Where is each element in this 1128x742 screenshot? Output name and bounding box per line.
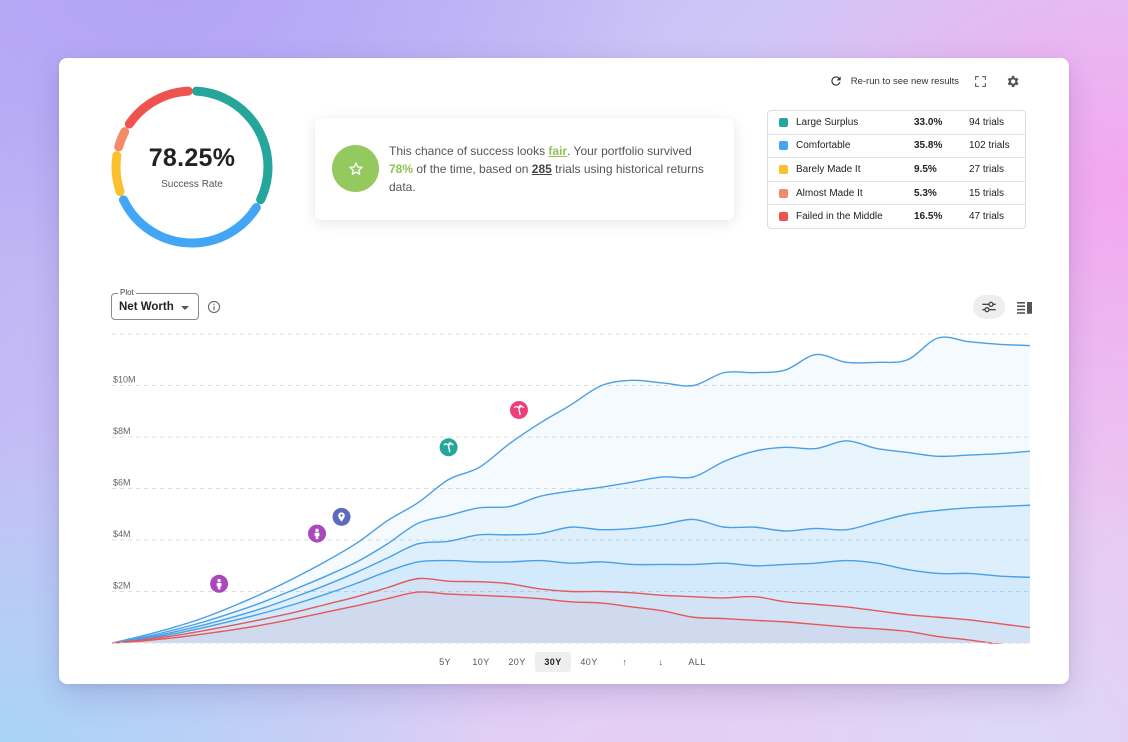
y-tick-label: $10M — [113, 375, 136, 385]
trials-count-link[interactable]: 285 — [531, 162, 552, 176]
net-worth-chart: $2M $4M $6M $8M $10M — [112, 333, 1030, 644]
y-tick-label: $2M — [113, 581, 131, 591]
outcome-row[interactable]: Almost Made It 5.3% 15 trials — [768, 182, 1025, 206]
milestone-marker[interactable] — [509, 400, 528, 419]
donut-center: 78.25% Success Rate — [109, 84, 275, 250]
series-area — [112, 591, 1030, 644]
plot-select-value: Net Worth — [119, 301, 174, 313]
gear-icon — [1007, 75, 1018, 87]
series-area — [112, 578, 1030, 643]
success-donut — [111, 86, 273, 248]
rerun-label: Re-run to see new results — [850, 75, 959, 87]
outcome-swatch — [779, 164, 788, 174]
outcome-trials: 15 trials — [969, 187, 1005, 199]
toolbar: Re-run to see new results — [829, 70, 1023, 92]
palm-tree-icon — [443, 442, 454, 453]
outcome-swatch — [779, 212, 788, 222]
y-tick-label: $4M — [113, 529, 131, 539]
outcome-swatch — [779, 188, 788, 198]
range-20y-button[interactable]: 20Y — [508, 657, 526, 667]
summary-text: This chance of success looks fair. Your … — [389, 142, 709, 196]
outcome-name: Large Surplus — [796, 116, 859, 128]
range-40y-button[interactable]: 40Y — [580, 657, 598, 667]
milestone-marker[interactable] — [332, 507, 351, 526]
success-rate-label: Success Rate — [161, 179, 223, 190]
series-line — [112, 336, 1030, 644]
star-icon — [348, 161, 363, 175]
outcome-swatch — [779, 141, 788, 151]
milestone-marker[interactable] — [439, 438, 458, 457]
range-all-button[interactable]: ALL — [688, 657, 706, 667]
outcome-percent: 33.0% — [914, 116, 943, 128]
series-line — [112, 577, 1030, 644]
outcome-trials: 102 trials — [969, 140, 1010, 152]
outcome-percent: 5.3% — [914, 187, 937, 199]
survival-percent: 78% — [389, 162, 414, 176]
donut-segment — [111, 86, 273, 248]
person-icon — [314, 528, 320, 540]
summary-suffix: trials using historical returns data. — [389, 162, 704, 194]
outcome-table: Large Surplus 33.0% 94 trials Comfortabl… — [767, 110, 1026, 229]
success-rating-link[interactable]: fair — [548, 144, 568, 158]
milestone-marker[interactable] — [210, 574, 229, 593]
y-tick-label: $8M — [113, 426, 131, 436]
summary-prefix: This chance of success looks — [389, 144, 549, 158]
fullscreen-icon — [974, 75, 986, 87]
table-view-icon — [1016, 301, 1032, 314]
summary-middle2: of the time, based on — [413, 162, 532, 176]
outcome-row[interactable]: Large Surplus 33.0% 94 trials — [768, 111, 1025, 135]
sliders-icon — [982, 301, 996, 313]
outcome-trials: 47 trials — [969, 211, 1005, 223]
chevron-down-icon — [181, 306, 189, 310]
rerun-button[interactable]: Re-run to see new results — [829, 74, 959, 88]
range-5y-button[interactable]: 5Y — [439, 657, 451, 667]
series-area — [112, 440, 1030, 643]
range-10y-button[interactable]: 10Y — [472, 657, 490, 667]
settings-button[interactable] — [1001, 70, 1023, 92]
summary-card: This chance of success looks fair. Your … — [315, 118, 734, 220]
outcome-name: Failed in the Middle — [796, 211, 883, 223]
outcome-trials: 27 trials — [969, 163, 1005, 175]
outcome-percent: 35.8% — [914, 140, 943, 152]
person-icon — [216, 578, 222, 590]
results-card: Re-run to see new results 78.25% Success… — [59, 58, 1069, 684]
range-up-button[interactable]: ↑ — [622, 657, 628, 667]
fullscreen-button[interactable] — [969, 70, 991, 92]
summary-badge — [332, 145, 379, 192]
series-line — [112, 591, 1003, 644]
series-line — [112, 559, 1030, 644]
table-view-button[interactable] — [1014, 297, 1034, 317]
plot-select-label: Plot — [118, 288, 136, 298]
success-rate-value: 78.25% — [148, 144, 236, 172]
outcome-name: Comfortable — [796, 140, 851, 152]
outcome-name: Barely Made It — [796, 163, 861, 175]
donut-segment — [111, 86, 273, 248]
outcome-row[interactable]: Comfortable 35.8% 102 trials — [768, 135, 1025, 159]
series-line — [112, 504, 1030, 644]
donut-segment — [111, 86, 273, 248]
outcome-row[interactable]: Barely Made It 9.5% 27 trials — [768, 158, 1025, 182]
outcome-trials: 94 trials — [969, 116, 1005, 128]
chart-filter-button[interactable] — [973, 295, 1005, 319]
outcome-row[interactable]: Failed in the Middle 16.5% 47 trials — [768, 205, 1025, 228]
series-line — [112, 440, 1030, 644]
milestone-marker[interactable] — [308, 524, 327, 543]
summary-middle: . Your portfolio survived — [567, 144, 692, 158]
outcome-name: Almost Made It — [796, 187, 863, 199]
plot-select[interactable]: Plot Net Worth — [111, 288, 199, 320]
outcome-swatch — [779, 117, 788, 127]
location-pin-icon — [338, 512, 345, 522]
range-30y-button[interactable]: 30Y — [535, 652, 571, 672]
time-range-selector: 5Y 10Y 20Y 30Y 40Y ↑ ↓ ALL — [427, 652, 715, 672]
outcome-percent: 16.5% — [914, 211, 943, 223]
refresh-icon — [831, 76, 841, 86]
info-icon[interactable] — [207, 300, 221, 314]
y-tick-label: $6M — [113, 478, 131, 488]
series-area — [112, 337, 1030, 643]
palm-tree-icon — [513, 404, 525, 416]
outcome-percent: 9.5% — [914, 163, 937, 175]
range-down-button[interactable]: ↓ — [658, 657, 664, 667]
